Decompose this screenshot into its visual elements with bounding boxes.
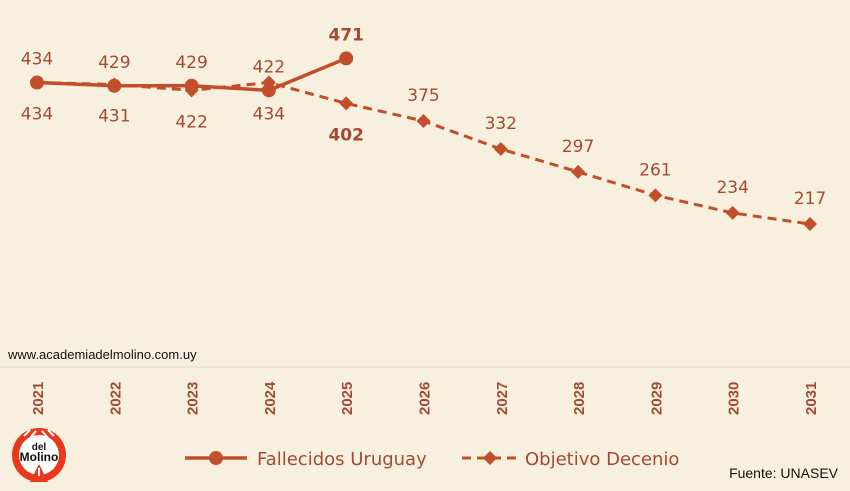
marker-fallecidos: [261, 83, 276, 98]
logo: del Molino: [12, 428, 66, 482]
legend-label-objetivo: Objetivo Decenio: [525, 449, 679, 470]
svg-text:del: del: [32, 442, 47, 453]
data-label-objetivo: 217: [794, 189, 826, 209]
x-tick-label: 2028: [571, 382, 588, 415]
data-label-objetivo: 434: [253, 105, 285, 125]
website-url: www.academiadelmolino.com.uy: [8, 347, 197, 362]
data-label-objetivo: 234: [716, 178, 748, 198]
x-tick-label: 2030: [726, 382, 743, 415]
data-label-objetivo: 402: [328, 125, 364, 145]
x-tick-label: 2024: [262, 381, 279, 415]
data-label-fallecidos: 471: [328, 25, 364, 45]
data-label-fallecidos: 422: [253, 57, 285, 77]
marker-fallecidos: [30, 75, 44, 90]
marker-fallecidos: [107, 78, 122, 93]
marker-objetivo: [803, 217, 817, 232]
data-label-objetivo: 431: [98, 106, 130, 126]
x-tick-label: 2026: [417, 382, 434, 415]
data-label-objetivo: 261: [639, 160, 671, 180]
svg-text:Molino: Molino: [20, 450, 59, 464]
legend-marker-objetivo: [483, 451, 497, 465]
marker-objetivo: [416, 114, 431, 128]
marker-fallecidos: [184, 78, 199, 93]
data-label-objetivo: 297: [562, 137, 594, 157]
data-label-fallecidos: 429: [98, 53, 130, 73]
x-tick-label: 2025: [339, 382, 356, 415]
data-label-objetivo: 332: [485, 114, 517, 134]
marker-fallecidos: [339, 51, 354, 66]
legend-marker-fallecidos: [209, 451, 223, 465]
marker-objetivo: [571, 164, 586, 179]
data-label-fallecidos: 429: [175, 53, 207, 73]
x-tick-label: 2022: [107, 382, 124, 415]
marker-objetivo: [648, 188, 663, 203]
x-tick-label: 2021: [30, 382, 47, 415]
data-label-objetivo: 375: [407, 86, 439, 106]
data-label-objetivo: 422: [175, 112, 207, 132]
marker-objetivo: [493, 142, 508, 157]
x-tick-label: 2029: [648, 382, 665, 415]
legend-label-fallecidos: Fallecidos Uruguay: [257, 449, 427, 470]
x-tick-label: 2027: [494, 382, 511, 415]
data-label-fallecidos: 434: [21, 50, 53, 70]
marker-objetivo: [725, 205, 740, 220]
x-tick-label: 2031: [803, 382, 820, 415]
marker-objetivo: [339, 96, 354, 111]
data-label-objetivo: 434: [21, 105, 53, 125]
source-note: Fuente: UNASEV: [729, 465, 838, 481]
x-tick-label: 2023: [185, 382, 202, 415]
